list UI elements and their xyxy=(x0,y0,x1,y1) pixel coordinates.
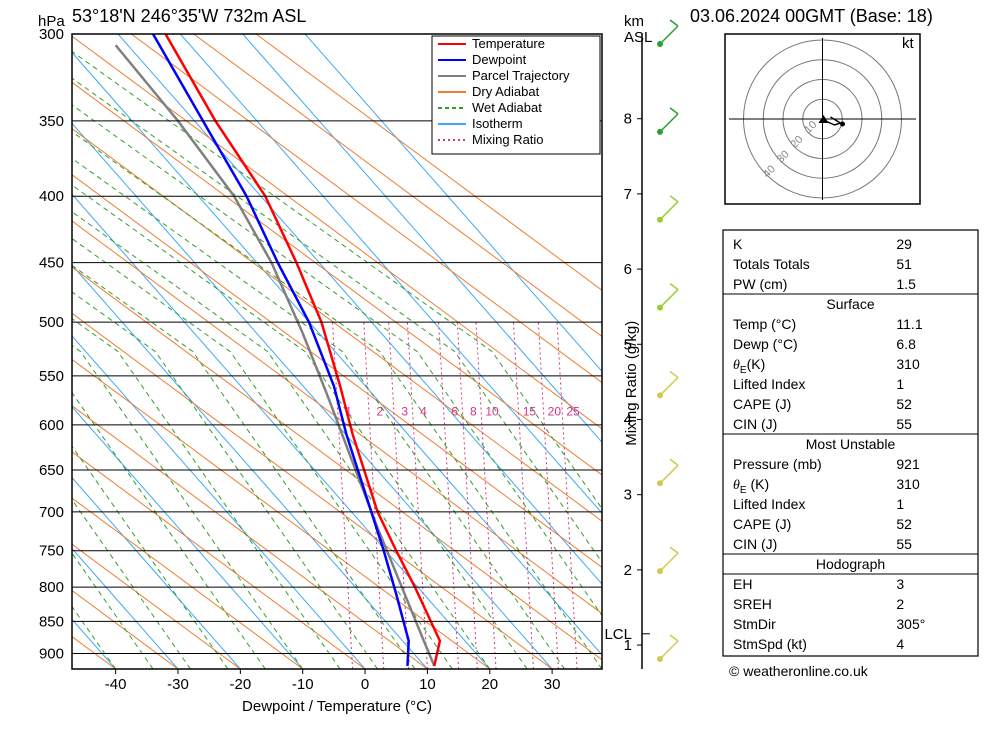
svg-text:-20: -20 xyxy=(230,676,252,693)
x-label: Dewpoint / Temperature (°C) xyxy=(242,698,432,715)
table-header: Surface xyxy=(826,296,874,312)
table-val: 6.8 xyxy=(896,336,916,352)
table-val: 52 xyxy=(896,516,912,532)
table-val: 29 xyxy=(896,236,912,252)
table-val: 11.1 xyxy=(896,316,922,332)
table-val: 1 xyxy=(896,376,904,392)
svg-text:450: 450 xyxy=(39,255,64,272)
title-right: 03.06.2024 00GMT (Base: 18) xyxy=(690,6,933,26)
svg-text:850: 850 xyxy=(39,613,64,630)
table-val: 1.5 xyxy=(896,276,916,292)
table-key: CIN (J) xyxy=(733,416,777,432)
table-val: 305° xyxy=(896,616,925,632)
svg-text:Isotherm: Isotherm xyxy=(472,116,523,131)
svg-text:Dewpoint: Dewpoint xyxy=(472,52,527,67)
svg-text:6: 6 xyxy=(451,404,458,418)
table-key: StmSpd (kt) xyxy=(733,636,807,652)
table-key: Temp (°C) xyxy=(733,316,796,332)
svg-text:15: 15 xyxy=(523,404,537,418)
svg-text:km: km xyxy=(624,13,644,30)
svg-text:Parcel Trajectory: Parcel Trajectory xyxy=(472,68,570,83)
svg-text:700: 700 xyxy=(39,504,64,521)
table-key: PW (cm) xyxy=(733,276,787,292)
table-key: CAPE (J) xyxy=(733,516,791,532)
table-key: CAPE (J) xyxy=(733,396,791,412)
svg-text:ASL: ASL xyxy=(624,29,652,46)
svg-text:650: 650 xyxy=(39,462,64,479)
table-key: Totals Totals xyxy=(733,256,810,272)
svg-text:Temperature: Temperature xyxy=(472,36,545,51)
svg-text:-30: -30 xyxy=(167,676,189,693)
svg-text:Mixing Ratio: Mixing Ratio xyxy=(472,132,544,147)
svg-text:8: 8 xyxy=(470,404,477,418)
svg-text:2: 2 xyxy=(624,562,632,579)
table-key: Lifted Index xyxy=(733,496,805,512)
svg-text:Wet Adiabat: Wet Adiabat xyxy=(472,100,542,115)
svg-text:-40: -40 xyxy=(105,676,127,693)
svg-text:800: 800 xyxy=(39,579,64,596)
table-val: 2 xyxy=(896,596,904,612)
table-header: Most Unstable xyxy=(806,436,896,452)
table-val: 55 xyxy=(896,416,912,432)
table-key: EH xyxy=(733,576,752,592)
svg-text:400: 400 xyxy=(39,188,64,205)
copyright: © weatheronline.co.uk xyxy=(729,663,869,679)
table-val: 310 xyxy=(896,476,920,492)
svg-text:750: 750 xyxy=(39,543,64,560)
svg-text:6: 6 xyxy=(624,261,632,278)
table-key: StmDir xyxy=(733,616,776,632)
svg-text:30: 30 xyxy=(544,676,561,693)
table-val: 52 xyxy=(896,396,912,412)
table-key: Pressure (mb) xyxy=(733,456,822,472)
svg-text:10: 10 xyxy=(419,676,436,693)
svg-text:10: 10 xyxy=(485,404,499,418)
svg-text:3: 3 xyxy=(624,487,632,504)
table-val: 1 xyxy=(896,496,904,512)
svg-text:Dry Adiabat: Dry Adiabat xyxy=(472,84,540,99)
svg-text:2: 2 xyxy=(376,404,383,418)
svg-text:7: 7 xyxy=(624,186,632,203)
table-val: 4 xyxy=(896,636,904,652)
table-val: 921 xyxy=(896,456,920,472)
table-key: CIN (J) xyxy=(733,536,777,552)
svg-text:-10: -10 xyxy=(292,676,314,693)
table-val: 55 xyxy=(896,536,912,552)
svg-text:4: 4 xyxy=(420,404,427,418)
svg-text:20: 20 xyxy=(548,404,562,418)
y-label-right: Mixing Ratio (g/kg) xyxy=(623,321,640,446)
table-val: 3 xyxy=(896,576,904,592)
table-key: Dewp (°C) xyxy=(733,336,798,352)
svg-text:20: 20 xyxy=(481,676,498,693)
svg-text:900: 900 xyxy=(39,646,64,663)
svg-text:350: 350 xyxy=(39,113,64,130)
svg-text:LCL: LCL xyxy=(604,626,632,643)
svg-text:550: 550 xyxy=(39,368,64,385)
svg-text:8: 8 xyxy=(624,111,632,128)
svg-text:3: 3 xyxy=(401,404,408,418)
title-left: 53°18'N 246°35'W 732m ASL xyxy=(72,6,306,26)
svg-text:kt: kt xyxy=(902,35,915,52)
table-val: 51 xyxy=(896,256,912,272)
table-key: K xyxy=(733,236,743,252)
table-header: Hodograph xyxy=(816,556,885,572)
svg-text:500: 500 xyxy=(39,314,64,331)
svg-text:25: 25 xyxy=(566,404,580,418)
table-key: SREH xyxy=(733,596,772,612)
table-key: Lifted Index xyxy=(733,376,805,392)
svg-text:0: 0 xyxy=(361,676,369,693)
y-label-left: hPa xyxy=(38,13,65,30)
table-val: 310 xyxy=(896,356,920,372)
svg-text:600: 600 xyxy=(39,417,64,434)
